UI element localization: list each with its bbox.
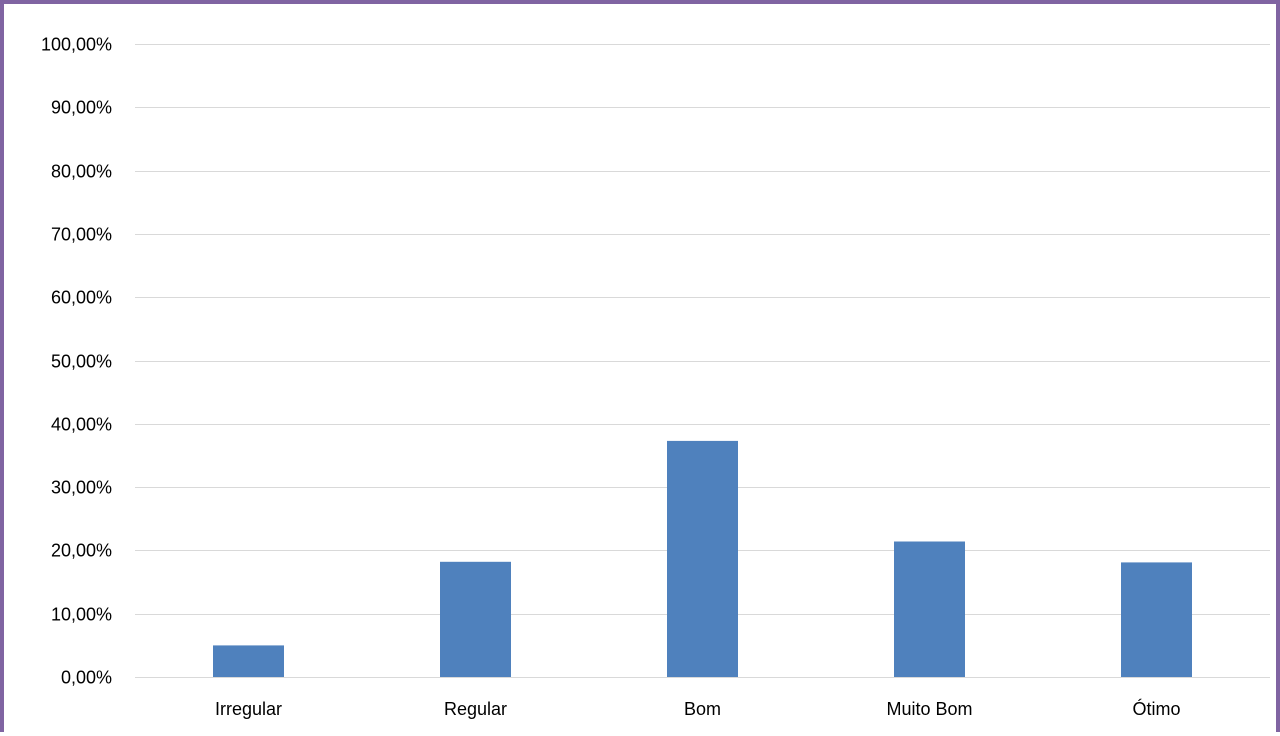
x-tick-label: Bom: [684, 699, 721, 719]
y-tick-label: 20,00%: [51, 541, 112, 561]
y-tick-label: 30,00%: [51, 478, 112, 498]
x-tick-label: Regular: [444, 699, 507, 719]
bar-regular: [440, 561, 511, 677]
y-tick-label: 0,00%: [61, 668, 112, 688]
y-axis-tick-labels: 0,00% 10,00% 20,00% 30,00% 40,00% 50,00% 60,00…: [41, 35, 112, 688]
bar-muito-bom: [894, 541, 965, 677]
y-tick-label: 100,00%: [41, 35, 112, 55]
y-tick-label: 70,00%: [51, 225, 112, 245]
y-tick-label: 90,00%: [51, 98, 112, 118]
y-tick-label: 80,00%: [51, 162, 112, 182]
bars: [213, 440, 1192, 677]
x-tick-label: Muito Bom: [886, 699, 972, 719]
gridlines: [135, 44, 1270, 678]
bar-bom: [667, 440, 738, 677]
y-tick-label: 10,00%: [51, 605, 112, 625]
y-tick-label: 60,00%: [51, 288, 112, 308]
bar-irregular: [213, 645, 284, 677]
bar-chart: 0,00% 10,00% 20,00% 30,00% 40,00% 50,00% 60,00…: [41, 35, 1270, 719]
y-tick-label: 40,00%: [51, 415, 112, 435]
y-tick-label: 50,00%: [51, 352, 112, 372]
x-tick-label: Ótimo: [1132, 698, 1180, 719]
x-axis-tick-labels: Irregular Regular Bom Muito Bom Ótimo: [215, 698, 1181, 719]
bar-ótimo: [1121, 562, 1192, 677]
x-tick-label: Irregular: [215, 699, 282, 719]
